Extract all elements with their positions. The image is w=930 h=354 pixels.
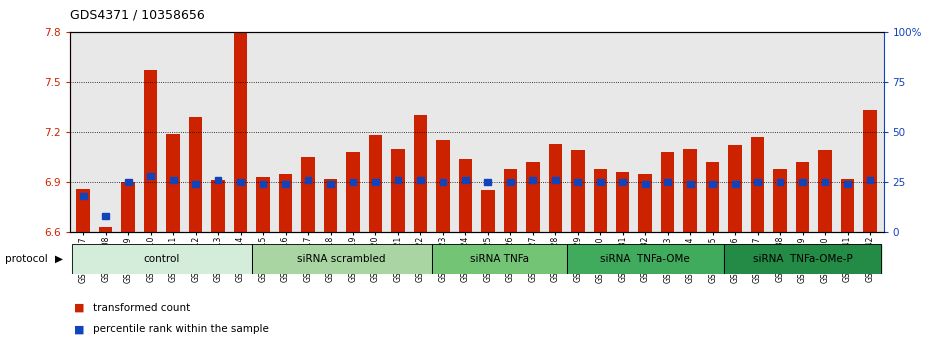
Bar: [440, 179, 446, 185]
Bar: [257, 177, 270, 232]
Bar: [301, 157, 314, 232]
Text: ■: ■: [74, 324, 85, 334]
Bar: [237, 179, 244, 185]
Bar: [481, 190, 495, 232]
Bar: [504, 169, 517, 232]
Bar: [436, 140, 449, 232]
Bar: [392, 149, 405, 232]
Bar: [661, 152, 674, 232]
Text: percentile rank within the sample: percentile rank within the sample: [93, 324, 269, 334]
Text: protocol: protocol: [5, 254, 47, 264]
Bar: [80, 193, 86, 199]
Bar: [526, 162, 539, 232]
Bar: [597, 179, 604, 185]
Text: control: control: [144, 254, 180, 264]
Bar: [252, 244, 432, 274]
Bar: [282, 181, 289, 187]
Text: ▶: ▶: [55, 254, 63, 264]
Bar: [144, 70, 157, 232]
Bar: [432, 244, 566, 274]
Bar: [818, 150, 831, 232]
Bar: [571, 150, 585, 232]
Bar: [619, 179, 626, 185]
Bar: [170, 177, 177, 183]
Bar: [566, 244, 724, 274]
Bar: [372, 179, 379, 185]
Bar: [279, 173, 292, 232]
Bar: [368, 135, 382, 232]
Bar: [710, 181, 716, 187]
Bar: [125, 179, 131, 185]
Bar: [305, 177, 312, 183]
Bar: [72, 244, 252, 274]
Bar: [639, 173, 652, 232]
Bar: [233, 32, 247, 232]
Bar: [549, 143, 562, 232]
Bar: [215, 177, 221, 183]
Bar: [664, 179, 671, 185]
Bar: [346, 152, 360, 232]
Bar: [485, 179, 491, 185]
Text: siRNA TNFa: siRNA TNFa: [470, 254, 528, 264]
Bar: [642, 181, 648, 187]
Bar: [529, 177, 537, 183]
Bar: [147, 173, 154, 179]
Bar: [166, 133, 179, 232]
Text: GDS4371 / 10358656: GDS4371 / 10358656: [70, 9, 205, 22]
Bar: [774, 169, 787, 232]
Bar: [616, 172, 630, 232]
Bar: [414, 115, 427, 232]
Bar: [394, 177, 402, 183]
Bar: [252, 244, 432, 274]
Bar: [327, 181, 334, 187]
Bar: [822, 179, 829, 185]
Bar: [566, 244, 724, 274]
Bar: [551, 177, 559, 183]
Bar: [211, 180, 225, 232]
Bar: [102, 213, 109, 219]
Bar: [507, 179, 513, 185]
Text: siRNA  TNFa-OMe: siRNA TNFa-OMe: [601, 254, 690, 264]
Bar: [462, 177, 469, 183]
Bar: [799, 179, 806, 185]
Bar: [687, 181, 694, 187]
Bar: [324, 178, 338, 232]
Bar: [796, 162, 809, 232]
Bar: [432, 244, 566, 274]
Bar: [728, 145, 742, 232]
Bar: [684, 149, 697, 232]
Text: siRNA  TNFa-OMe-P: siRNA TNFa-OMe-P: [752, 254, 853, 264]
Bar: [99, 227, 113, 232]
Bar: [706, 162, 720, 232]
Text: siRNA scrambled: siRNA scrambled: [298, 254, 386, 264]
Bar: [724, 244, 882, 274]
Bar: [863, 110, 877, 232]
Text: transformed count: transformed count: [93, 303, 191, 313]
Bar: [189, 117, 203, 232]
Bar: [575, 179, 581, 185]
Bar: [841, 178, 855, 232]
Text: ■: ■: [74, 303, 85, 313]
Bar: [122, 182, 135, 232]
Bar: [724, 244, 882, 274]
Bar: [458, 159, 472, 232]
Bar: [754, 179, 761, 185]
Bar: [193, 181, 199, 187]
Bar: [72, 244, 252, 274]
Bar: [751, 137, 764, 232]
Bar: [350, 179, 356, 185]
Bar: [417, 177, 424, 183]
Bar: [76, 189, 90, 232]
Bar: [259, 181, 266, 187]
Bar: [732, 181, 738, 187]
Bar: [593, 169, 607, 232]
Bar: [777, 179, 783, 185]
Bar: [844, 181, 851, 187]
Bar: [867, 177, 873, 183]
